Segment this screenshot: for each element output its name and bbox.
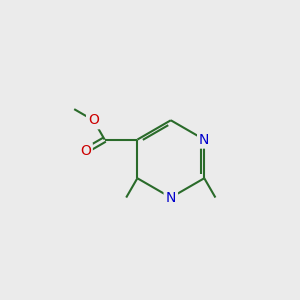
- Text: N: N: [199, 133, 209, 147]
- Text: N: N: [166, 190, 176, 205]
- Text: O: O: [88, 113, 99, 127]
- Text: O: O: [80, 144, 91, 158]
